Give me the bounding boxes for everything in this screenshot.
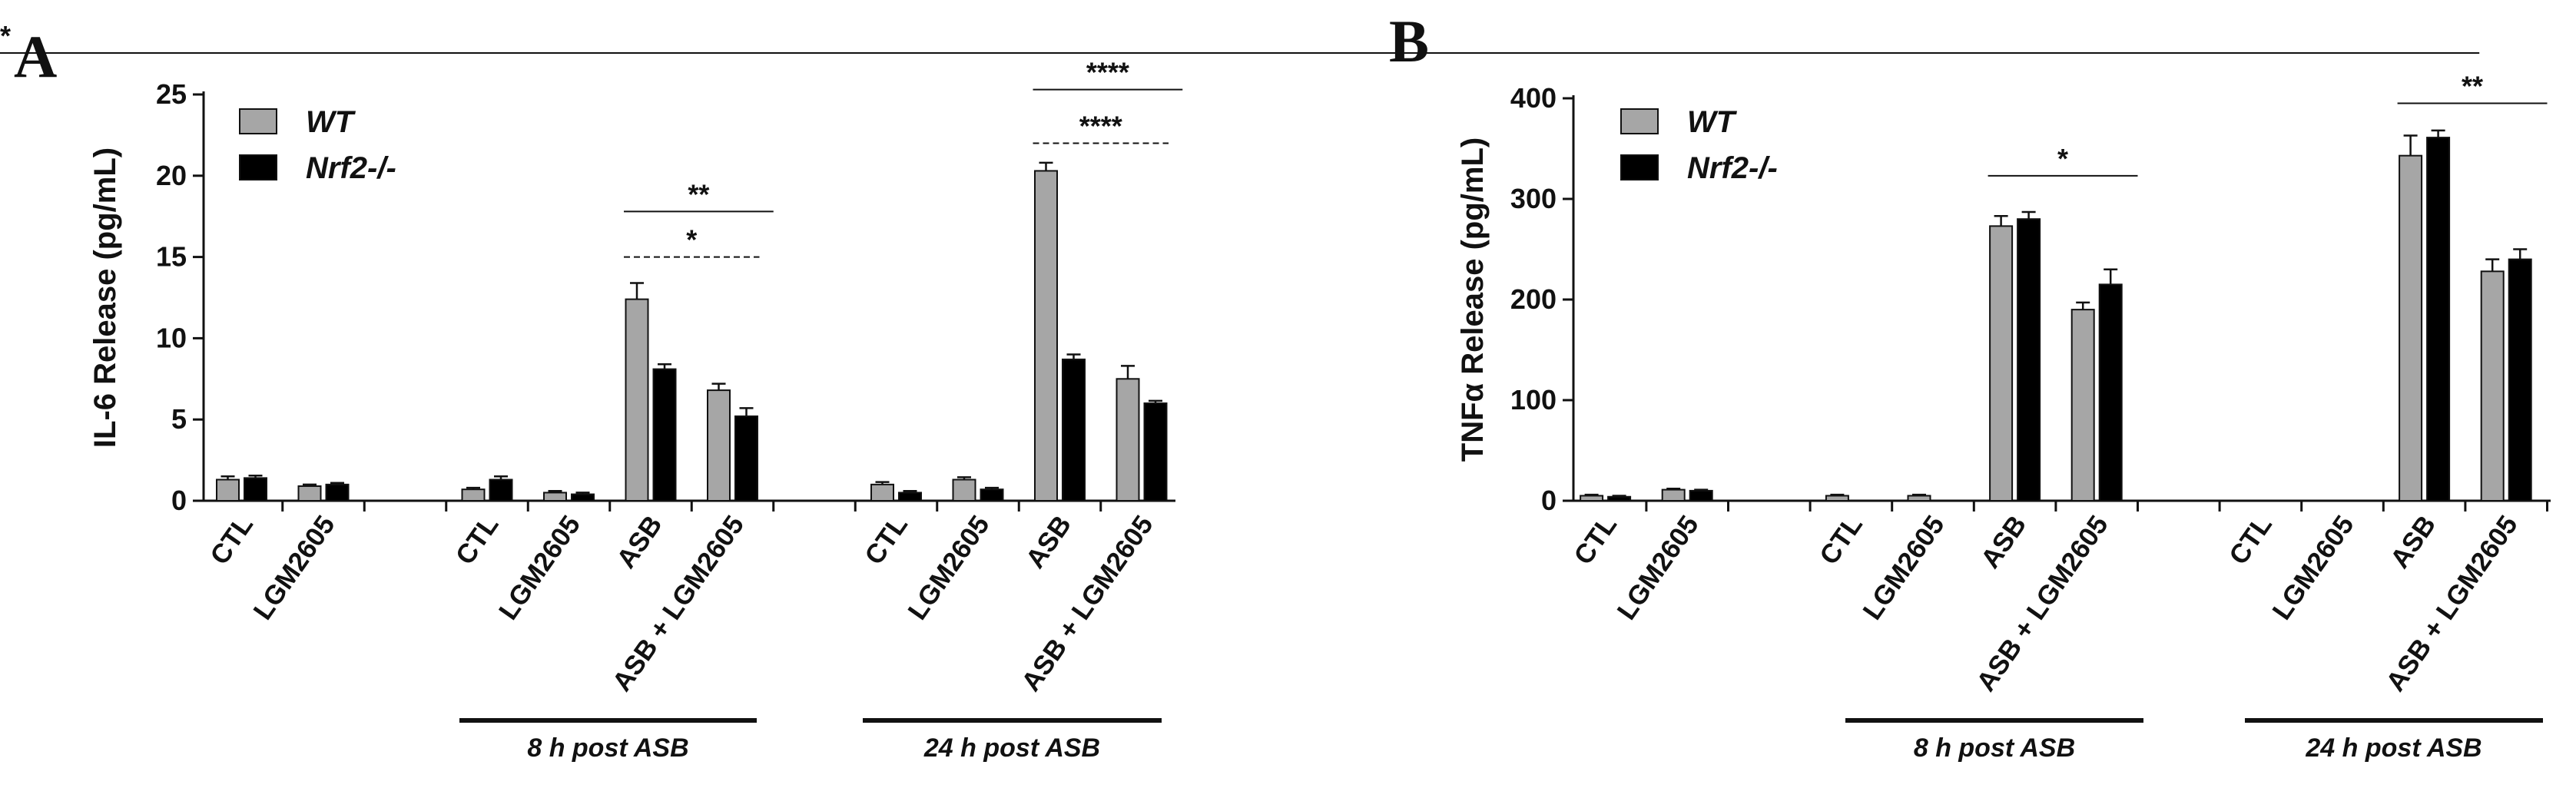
bar-wt xyxy=(543,492,567,502)
bar-wt xyxy=(216,478,240,502)
legend-label: WT xyxy=(1687,105,1738,139)
panel-letter: A xyxy=(14,23,57,90)
x-category-label: CTL xyxy=(450,510,505,570)
bar-wt xyxy=(461,488,486,502)
bar-nrf2-ko xyxy=(244,477,267,502)
y-axis-title: TNFα Release (pg/mL) xyxy=(1456,137,1490,462)
bar-wt xyxy=(1661,488,1686,502)
significance-label: * xyxy=(2057,143,2068,174)
significance-label: **** xyxy=(1079,110,1122,141)
group-label: 8 h post ASB xyxy=(1914,733,2075,763)
bar-wt xyxy=(870,483,894,502)
bar-nrf2-ko xyxy=(1062,358,1086,502)
bar-nrf2-ko xyxy=(898,492,922,502)
bar-nrf2-ko xyxy=(980,488,1004,502)
legend-swatch xyxy=(239,108,277,134)
bar-wt xyxy=(707,389,731,502)
x-category-label: CTL xyxy=(1568,510,1623,570)
bar-wt xyxy=(1580,495,1604,502)
x-category-label: CTL xyxy=(1814,510,1868,570)
x-category-label: LGM2605 xyxy=(1857,510,1950,625)
significance-label: ** xyxy=(2462,71,2483,102)
bar-wt xyxy=(1116,378,1140,502)
significance-label: ** xyxy=(688,178,709,210)
y-tick-label: 300 xyxy=(1510,183,1557,214)
bar-nrf2-ko xyxy=(1143,402,1168,502)
bar-nrf2-ko xyxy=(1607,495,1632,502)
bar-nrf2-ko xyxy=(325,483,350,502)
significance-label: ** xyxy=(0,20,11,51)
bar-wt xyxy=(1034,170,1058,502)
group-label: 8 h post ASB xyxy=(527,733,688,763)
bar-nrf2-ko xyxy=(652,368,677,502)
bar-wt xyxy=(625,298,649,502)
y-tick-label: 15 xyxy=(156,241,187,273)
bar-nrf2-ko xyxy=(2098,283,2123,502)
bar-nrf2-ko xyxy=(571,493,595,502)
x-category-label: ASB xyxy=(1020,510,1077,574)
y-tick-label: 0 xyxy=(171,485,187,516)
legend-swatch xyxy=(1620,108,1659,134)
bar-wt xyxy=(1989,225,2014,502)
x-category-label: ASB xyxy=(1975,510,2032,574)
panel-letter: B xyxy=(1389,8,1429,74)
x-category-label: LGM2605 xyxy=(247,510,340,625)
y-tick-label: 25 xyxy=(156,78,187,110)
legend-swatch xyxy=(1620,154,1659,180)
bar-wt xyxy=(297,485,322,502)
x-category-label: LGM2605 xyxy=(493,510,586,625)
legend-label: WT xyxy=(306,105,356,139)
bar-wt xyxy=(2480,270,2505,502)
legend-swatch xyxy=(239,154,277,180)
x-category-label: LGM2605 xyxy=(1612,510,1705,625)
x-category-label: ASB xyxy=(2385,510,2442,574)
y-tick-label: 200 xyxy=(1510,283,1557,315)
bar-nrf2-ko xyxy=(2017,218,2041,502)
bar-nrf2-ko xyxy=(489,478,513,502)
bar-wt xyxy=(1825,495,1849,502)
significance-label: * xyxy=(686,224,697,256)
y-tick-label: 0 xyxy=(1541,485,1557,516)
bar-wt xyxy=(1907,495,1931,502)
y-tick-label: 5 xyxy=(171,403,187,435)
x-category-label: CTL xyxy=(2223,510,2278,570)
y-axis-title: IL-6 Release (pg/mL) xyxy=(88,147,122,448)
bar-nrf2-ko xyxy=(2426,137,2451,502)
x-category-label: CTL xyxy=(859,510,913,570)
group-label: 24 h post ASB xyxy=(923,733,1100,763)
y-tick-label: 20 xyxy=(156,160,187,191)
x-category-label: CTL xyxy=(204,510,259,570)
y-tick-label: 400 xyxy=(1510,82,1557,114)
legend-label: Nrf2-/- xyxy=(1687,151,1778,185)
y-tick-label: 100 xyxy=(1510,384,1557,416)
group-label: 24 h post ASB xyxy=(2305,733,2482,763)
legend-label: Nrf2-/- xyxy=(306,151,396,185)
x-category-label: LGM2605 xyxy=(2266,510,2359,625)
bar-nrf2-ko xyxy=(1689,489,1713,502)
bar-wt xyxy=(2070,309,2095,502)
significance-label: **** xyxy=(1086,57,1129,88)
x-category-label: ASB xyxy=(611,510,668,574)
bar-wt xyxy=(952,478,976,502)
bar-nrf2-ko xyxy=(2508,258,2532,502)
bar-nrf2-ko xyxy=(734,415,758,502)
y-tick-label: 10 xyxy=(156,322,187,353)
x-category-label: LGM2605 xyxy=(902,510,995,625)
bar-wt xyxy=(2399,154,2423,502)
